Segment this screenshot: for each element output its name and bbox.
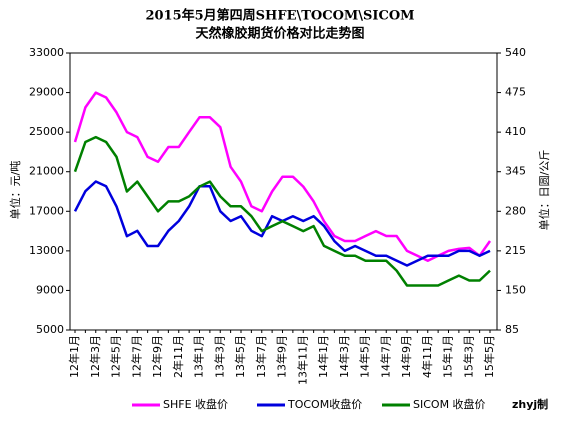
x-tick-label: 14年1月 — [316, 335, 330, 378]
y2-tick-label: 410 — [505, 125, 526, 138]
x-tick-label: 12年9月 — [150, 335, 164, 378]
x-tick-label: 13年3月 — [212, 335, 226, 378]
x-tick-label: 14年9月 — [399, 335, 413, 378]
x-tick-label: 15年5月 — [482, 335, 496, 378]
y-tick-label: 9000 — [36, 283, 64, 296]
y2-tick-label: 215 — [505, 244, 526, 257]
y-tick-label: 33000 — [29, 46, 64, 59]
series-line — [73, 91, 492, 263]
y-tick-label: 17000 — [29, 204, 64, 217]
x-tick-label: 12年5月 — [109, 335, 123, 378]
y-axis-label: 单位：元/吨 — [8, 161, 22, 220]
y2-tick-label: 475 — [505, 86, 526, 99]
plot-area — [69, 52, 498, 331]
legend-label: TOCOM收盘价 — [287, 397, 362, 411]
x-tick-label: 13年5月 — [233, 335, 247, 378]
legend-label: SHFE 收盘价 — [163, 397, 228, 411]
annotation: zhyj制 — [512, 397, 548, 411]
series-line — [73, 135, 491, 287]
y-tick-label: 29000 — [29, 86, 64, 99]
x-tick-label: 14年3月 — [337, 335, 351, 378]
chart-subtitle: 天然橡胶期货价格对比走势图 — [195, 26, 364, 42]
x-tick-label: 13年7月 — [254, 335, 268, 378]
x-tick-label: 4年11月 — [420, 335, 434, 378]
y2-axis-label: 单位：日圆/公斤 — [537, 150, 551, 231]
x-tick-label: 12年1月 — [67, 335, 81, 378]
x-tick-label: 14年5月 — [358, 335, 372, 378]
x-tick-label: 12年3月 — [88, 335, 102, 378]
y-tick-label: 25000 — [29, 125, 64, 138]
y2-tick-label: 280 — [505, 204, 526, 217]
x-tick-label: 13年9月 — [275, 335, 289, 378]
chart-title: 2015年5月第四周SHFE\TOCOM\SICOM — [145, 8, 414, 24]
y-tick-label: 13000 — [29, 244, 64, 257]
x-tick-label: 2年11月 — [171, 335, 185, 378]
y-tick-label: 21000 — [29, 165, 64, 178]
y-tick-label: 5000 — [36, 323, 64, 336]
x-tick-label: 15年1月 — [441, 335, 455, 378]
y2-tick-label: 85 — [505, 323, 519, 336]
y2-tick-label: 540 — [505, 46, 526, 59]
x-tick-label: 12年7月 — [129, 335, 143, 378]
x-tick-label: 14年7月 — [378, 335, 392, 378]
x-tick-label: 13年1月 — [192, 335, 206, 378]
legend-label: SICOM 收盘价 — [413, 397, 486, 411]
x-tick-label: 13年11月 — [295, 335, 309, 385]
y2-tick-label: 150 — [505, 283, 526, 296]
y2-tick-label: 345 — [505, 165, 526, 178]
x-tick-label: 15年3月 — [461, 335, 475, 378]
